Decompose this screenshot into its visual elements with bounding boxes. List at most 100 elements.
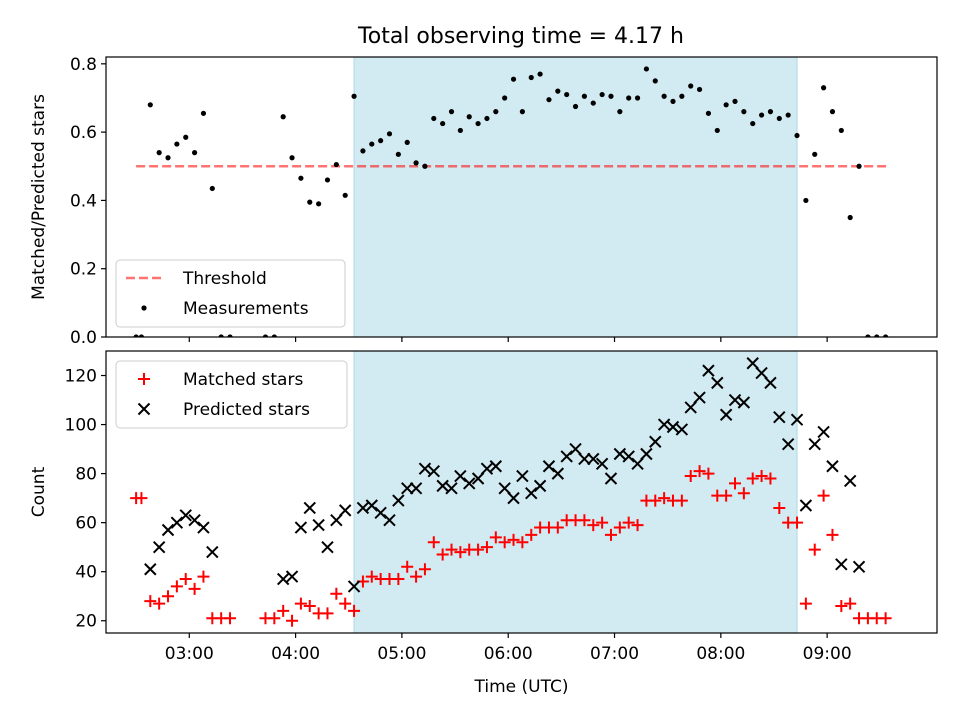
predicted-star-point: [799, 499, 813, 512]
legend-label: Predicted stars: [183, 400, 310, 420]
matched-star-point: [587, 519, 600, 532]
measurement-point: [634, 95, 641, 101]
predicted-star-point: [657, 418, 671, 431]
predicted-star-point: [525, 487, 538, 500]
predicted-star-point: [675, 423, 689, 436]
matched-star-point: [498, 536, 511, 549]
matched-star-point: [277, 604, 290, 617]
legend-box: [115, 360, 348, 429]
measurement-point: [183, 134, 189, 140]
top-y-tick-label: 0.4: [70, 191, 97, 211]
measurement-point: [280, 114, 286, 120]
measurement-point: [147, 102, 153, 108]
predicted-star-point: [808, 437, 821, 451]
predicted-star-point: [764, 376, 777, 390]
measurement-point: [767, 109, 774, 115]
predicted-star-point: [578, 452, 591, 466]
predicted-star-point: [595, 457, 609, 471]
measurement-point: [351, 93, 357, 99]
measurement-point: [590, 100, 596, 106]
predicted-star-point: [294, 521, 308, 534]
bottom-y-tick-label: 20: [75, 612, 97, 632]
predicted-star-point: [755, 366, 768, 380]
matched-star-point: [507, 533, 520, 546]
matched-star-point: [693, 465, 706, 478]
matched-star-point: [622, 516, 635, 529]
matched-star-point: [410, 570, 423, 583]
bottom-plot-area: [130, 351, 892, 633]
matched-star-point: [144, 595, 157, 608]
bottom-observing-band: [353, 351, 798, 633]
measurement-point: [617, 109, 623, 115]
predicted-star-point: [330, 513, 343, 527]
predicted-star-point: [285, 570, 299, 583]
predicted-star-point: [516, 469, 529, 483]
bottom-legend: Matched stars Predicted stars: [115, 360, 348, 429]
matched-star-point: [658, 492, 671, 505]
measurement-point: [679, 93, 685, 99]
predicted-star-point: [702, 364, 715, 377]
predicted-star-point: [418, 462, 432, 475]
legend-matched-swatch: [138, 373, 150, 385]
predicted-star-point: [790, 413, 804, 426]
predicted-star-point: [188, 513, 201, 527]
measurement-point: [670, 98, 676, 104]
legend-label: Measurements: [183, 299, 309, 319]
measurement-point: [342, 192, 348, 198]
matched-star-point: [808, 543, 821, 556]
predicted-star-point: [826, 460, 839, 473]
predicted-star-point: [427, 464, 441, 478]
bottom-y-tick-label: 60: [75, 514, 97, 534]
matched-star-point: [135, 492, 148, 505]
predicted-star-point: [170, 516, 184, 529]
measurement-point: [218, 334, 224, 337]
measurement-point: [714, 127, 720, 134]
measurement-point: [555, 88, 561, 94]
measurement-point: [572, 103, 579, 110]
measurement-point: [457, 127, 463, 134]
x-tick-label: 06:00: [484, 644, 533, 664]
matched-star-point: [179, 573, 192, 586]
predicted-star-point: [649, 435, 662, 448]
top-y-tick-label: 0.6: [70, 123, 97, 143]
matched-star-point: [197, 570, 210, 583]
matched-star-point: [365, 570, 378, 583]
matched-star-point: [835, 600, 848, 613]
predicted-star-point: [817, 425, 830, 439]
matched-star-point: [649, 494, 662, 507]
predicted-star-point: [383, 513, 396, 527]
matched-star-point: [268, 612, 281, 625]
matched-star-point: [844, 597, 857, 610]
predicted-star-point: [613, 447, 627, 461]
predicted-star-point: [852, 560, 866, 573]
measurement-point: [812, 151, 818, 157]
matched-star-point: [773, 501, 786, 514]
predicted-star-point: [374, 506, 387, 520]
bottom-y-tick-label: 40: [75, 563, 97, 583]
measurement-point: [856, 163, 862, 169]
measurement-point: [785, 112, 791, 118]
measurement-point: [643, 66, 650, 72]
predicted-star-point: [507, 491, 520, 505]
predicted-star-point: [338, 504, 352, 517]
matched-star-point: [596, 516, 609, 529]
measurement-point: [333, 161, 339, 168]
predicted-star-point: [206, 545, 219, 559]
predicted-star-point: [737, 396, 751, 409]
matched-star-point: [791, 516, 804, 529]
matched-star-point: [879, 612, 892, 625]
x-tick-label: 04:00: [271, 644, 320, 664]
measurement-point: [316, 201, 322, 207]
x-axis-label: Time (UTC): [474, 677, 569, 697]
matched-star-point: [578, 514, 591, 527]
measurement-point: [537, 71, 543, 77]
measurement-point: [209, 185, 215, 192]
matched-star-point: [516, 536, 529, 549]
measurement-point: [741, 109, 747, 115]
measurement-point: [369, 141, 375, 147]
predicted-star-point: [835, 558, 848, 571]
predicted-star-point: [551, 467, 565, 480]
measurement-point: [174, 141, 180, 147]
measurement-point: [307, 199, 313, 205]
